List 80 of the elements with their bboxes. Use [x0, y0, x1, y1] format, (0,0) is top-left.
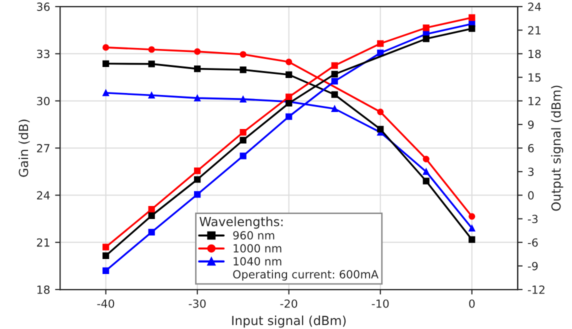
point: [377, 126, 384, 132]
point: [377, 40, 384, 47]
point: [194, 168, 201, 174]
point: [331, 78, 338, 85]
point: [148, 92, 155, 99]
point: [194, 66, 201, 72]
y2-tick-label: 3: [528, 168, 534, 176]
point: [240, 136, 246, 144]
point: [468, 236, 476, 243]
point: [331, 91, 338, 98]
y-axis-title: Gain (dB): [18, 120, 30, 177]
y2-tick-label: -9: [528, 262, 538, 270]
point: [102, 267, 110, 274]
x-tick-label: -30: [188, 299, 206, 308]
point: [468, 213, 476, 220]
point: [286, 58, 292, 66]
point: [331, 62, 338, 69]
point: [422, 156, 430, 162]
x-tick-label: -20: [280, 299, 298, 308]
legend-label: 960 nm: [233, 231, 274, 240]
point: [102, 60, 110, 67]
point: [102, 44, 110, 51]
point: [422, 36, 430, 42]
y-tick-label: 30: [37, 96, 50, 106]
y2-tick-label: 15: [528, 73, 541, 82]
point: [286, 94, 292, 100]
point: [468, 25, 476, 32]
point: [194, 176, 201, 183]
legend-title: Wavelengths:: [200, 216, 283, 229]
point: [286, 113, 292, 120]
y2-tick-label: 12: [528, 96, 540, 106]
point: [194, 94, 201, 102]
y2-tick-label: 18: [528, 50, 541, 58]
y2-tick-label: -6: [528, 238, 538, 247]
point: [468, 14, 476, 21]
point: [102, 244, 110, 250]
legend-label: 1000 nm: [234, 244, 282, 253]
point: [148, 206, 155, 213]
point: [377, 50, 384, 56]
point: [468, 224, 476, 232]
annotation: Operating current: 600mA: [233, 270, 378, 281]
point: [194, 48, 201, 55]
y2-tick-label: 6: [528, 144, 534, 152]
point: [194, 191, 201, 198]
point: [102, 90, 110, 96]
point: [331, 70, 338, 78]
point: [240, 66, 246, 74]
y-tick-label: 21: [37, 238, 50, 247]
y-tick-label: 24: [37, 191, 50, 200]
y2-axis-title: Output signal (dBm): [551, 86, 564, 211]
y-tick-label: 36: [37, 2, 50, 11]
point: [102, 252, 110, 260]
point: [148, 212, 155, 219]
point: [148, 60, 155, 68]
x-tick-label: -40: [97, 299, 114, 308]
point: [286, 71, 292, 78]
y-tick-label: 33: [37, 50, 50, 58]
point: [148, 46, 155, 53]
x-axis-title: Input signal (dBm): [232, 316, 346, 328]
y2-tick-label: 24: [528, 2, 541, 11]
point: [240, 51, 246, 58]
y2-tick-label: -12: [528, 285, 544, 294]
y2-tick-label: 0: [528, 191, 534, 200]
y-tick-label: 27: [37, 144, 50, 152]
y-tick-label: 18: [37, 285, 50, 294]
point: [422, 24, 430, 32]
point: [377, 108, 384, 116]
point: [240, 152, 246, 160]
point: [422, 168, 430, 175]
y2-tick-label: 21: [528, 26, 540, 34]
point: [331, 105, 338, 112]
x-tick-label: 0: [469, 299, 475, 308]
point: [240, 96, 246, 102]
x-tick-label: -10: [372, 299, 389, 308]
y2-tick-label: 9: [528, 120, 534, 129]
point: [148, 228, 155, 236]
legend-label: 1040 nm: [234, 257, 282, 266]
point: [422, 178, 430, 184]
y2-tick-label: -3: [528, 214, 538, 224]
point: [240, 129, 246, 136]
